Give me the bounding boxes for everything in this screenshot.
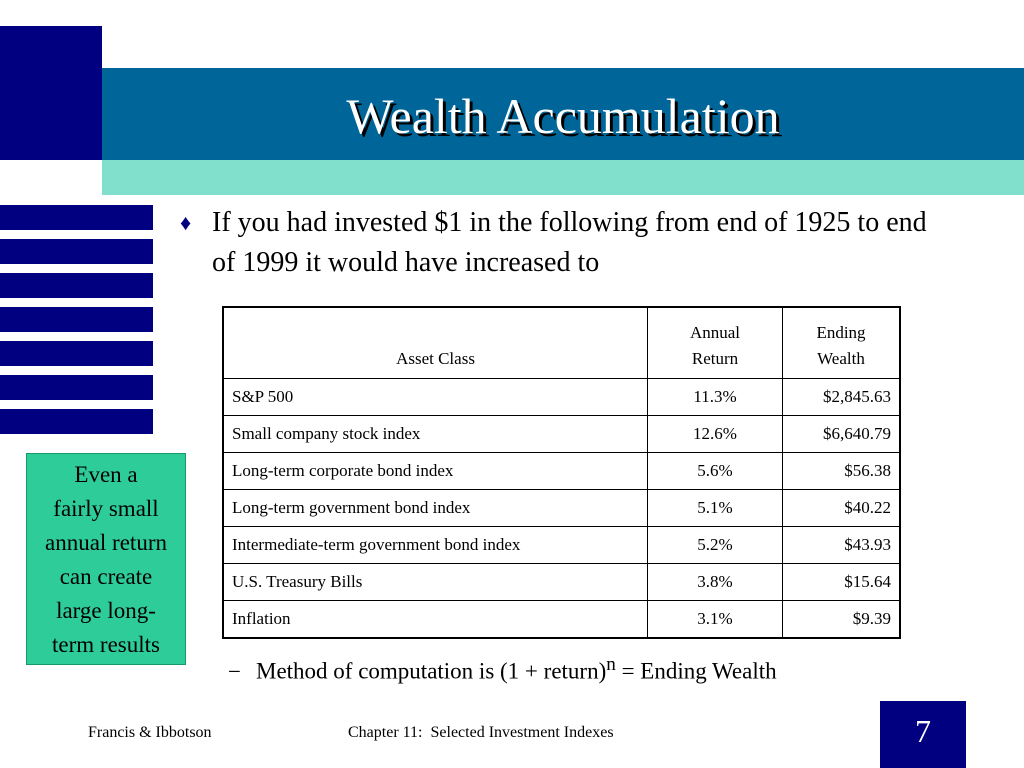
asset-cell: Inflation bbox=[222, 600, 648, 639]
wealth-cell: $15.64 bbox=[782, 563, 901, 601]
slide-title: Wealth Accumulation bbox=[346, 88, 780, 144]
header-wealth-label: Wealth bbox=[817, 349, 865, 368]
table-row: S&P 500 11.3% $2,845.63 bbox=[222, 378, 901, 416]
callout-line: fairly small bbox=[53, 496, 159, 521]
callout-line: can create bbox=[59, 564, 153, 589]
diamond-bullet-icon: ♦ bbox=[180, 210, 192, 235]
table-row: Long-term corporate bond index 5.6% $56.… bbox=[222, 452, 901, 490]
return-cell: 5.2% bbox=[647, 526, 783, 564]
method-text: Method of computation is (1 + return) bbox=[256, 658, 607, 684]
table-row: Small company stock index 12.6% $6,640.7… bbox=[222, 415, 901, 453]
stripe bbox=[0, 307, 153, 332]
asset-cell: Long-term corporate bond index bbox=[222, 452, 648, 490]
stripe bbox=[0, 205, 153, 230]
asset-cell: Long-term government bond index bbox=[222, 489, 648, 527]
header-ending-label: Ending bbox=[816, 323, 866, 342]
table-row: Long-term government bond index 5.1% $40… bbox=[222, 489, 901, 527]
accent-band bbox=[102, 160, 1024, 195]
header-return-label: Return bbox=[691, 349, 739, 368]
method-note: − Method of computation is (1 + return)n … bbox=[228, 648, 777, 689]
navy-corner-block bbox=[0, 26, 102, 160]
return-cell: 5.1% bbox=[647, 489, 783, 527]
footer-authors: Francis & Ibbotson bbox=[88, 724, 212, 741]
bullet-point: ♦ If you had invested $1 in the followin… bbox=[180, 203, 940, 283]
header-asset-class: Asset Class bbox=[222, 306, 648, 379]
stripe bbox=[0, 341, 153, 366]
callout-box: Even a fairly small annual return can cr… bbox=[26, 453, 186, 665]
header-annual-return: Annual Return bbox=[647, 306, 783, 379]
table-header-row: Asset Class Annual Return Ending Wealth bbox=[222, 306, 901, 379]
callout-line: Even a bbox=[74, 462, 138, 487]
stripe bbox=[0, 239, 153, 264]
asset-cell: S&P 500 bbox=[222, 378, 648, 416]
stripe bbox=[0, 409, 153, 434]
page-number: 7 bbox=[880, 701, 966, 768]
method-exponent: n bbox=[606, 654, 616, 675]
callout-line: large long- bbox=[56, 598, 156, 623]
asset-cell: Small company stock index bbox=[222, 415, 648, 453]
wealth-cell: $9.39 bbox=[782, 600, 901, 639]
method-suffix: = Ending Wealth bbox=[615, 658, 777, 684]
callout-line: term results bbox=[52, 632, 160, 657]
table-row: Inflation 3.1% $9.39 bbox=[222, 600, 901, 639]
wealth-cell: $2,845.63 bbox=[782, 378, 901, 416]
dash-bullet-icon: − bbox=[228, 658, 241, 684]
asset-cell: Intermediate-term government bond index bbox=[222, 526, 648, 564]
title-band bbox=[102, 68, 1024, 160]
header-ending-wealth: Ending Wealth bbox=[782, 306, 901, 379]
bullet-text: If you had invested $1 in the following … bbox=[212, 207, 927, 278]
header-annual-label: Annual bbox=[689, 323, 741, 342]
wealth-cell: $6,640.79 bbox=[782, 415, 901, 453]
decorative-stripes bbox=[0, 205, 153, 443]
wealth-cell: $56.38 bbox=[782, 452, 901, 490]
return-cell: 11.3% bbox=[647, 378, 783, 416]
wealth-table: Asset Class Annual Return Ending Wealth … bbox=[222, 306, 901, 639]
table-row: Intermediate-term government bond index … bbox=[222, 526, 901, 564]
return-cell: 3.8% bbox=[647, 563, 783, 601]
return-cell: 3.1% bbox=[647, 600, 783, 639]
return-cell: 12.6% bbox=[647, 415, 783, 453]
asset-cell: U.S. Treasury Bills bbox=[222, 563, 648, 601]
header-asset-class-label: Asset Class bbox=[396, 349, 475, 368]
return-cell: 5.6% bbox=[647, 452, 783, 490]
stripe bbox=[0, 273, 153, 298]
stripe bbox=[0, 375, 153, 400]
wealth-cell: $40.22 bbox=[782, 489, 901, 527]
table-row: U.S. Treasury Bills 3.8% $15.64 bbox=[222, 563, 901, 601]
wealth-cell: $43.93 bbox=[782, 526, 901, 564]
footer-chapter: Chapter 11: Selected Investment Indexes bbox=[348, 724, 614, 741]
callout-line: annual return bbox=[45, 530, 167, 555]
